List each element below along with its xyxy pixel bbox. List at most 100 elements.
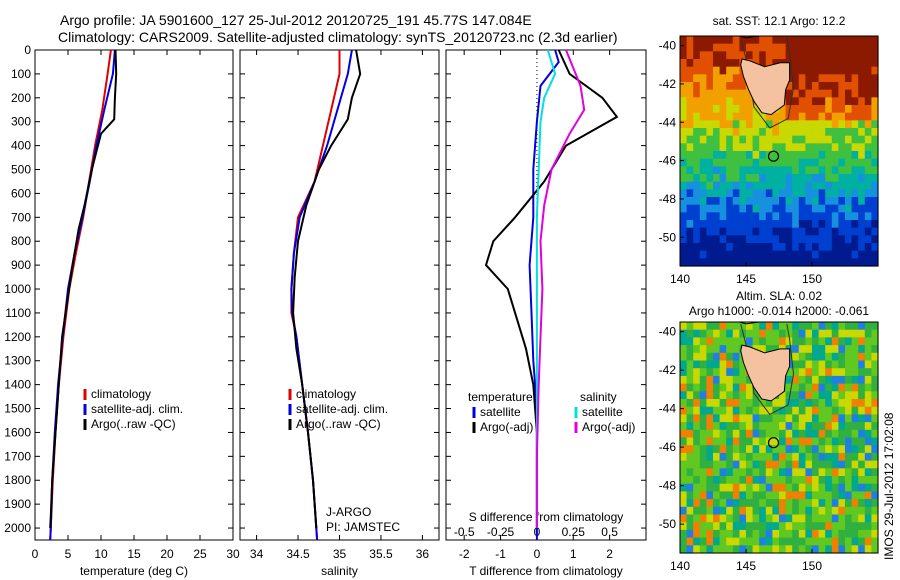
map-cell bbox=[759, 243, 767, 252]
map-cell bbox=[825, 414, 833, 423]
map-cell bbox=[680, 174, 688, 183]
map-cell bbox=[739, 452, 747, 462]
map-cell bbox=[851, 414, 859, 423]
map-cell bbox=[752, 258, 760, 267]
map-cell bbox=[779, 399, 787, 408]
map-cell bbox=[706, 322, 714, 331]
map-cell bbox=[798, 43, 806, 52]
map-cell bbox=[719, 120, 727, 129]
map-cell bbox=[871, 522, 879, 531]
legend-label: satellite bbox=[582, 405, 623, 419]
map-cell bbox=[871, 529, 879, 539]
map-cell bbox=[719, 375, 727, 385]
map-cell bbox=[680, 189, 688, 198]
map-cell bbox=[746, 243, 754, 252]
map-cell bbox=[779, 422, 787, 431]
map-cell bbox=[752, 135, 760, 144]
legend-group-title: salinity bbox=[580, 390, 617, 404]
map-cell bbox=[831, 220, 839, 229]
map-cell bbox=[858, 43, 866, 52]
map-cell bbox=[719, 143, 727, 152]
map-cell bbox=[719, 499, 727, 508]
map-cell bbox=[719, 212, 727, 221]
map-cell bbox=[785, 491, 793, 500]
map-cell bbox=[693, 337, 701, 346]
map-cell bbox=[713, 529, 721, 539]
map-cell bbox=[805, 406, 813, 415]
map-cell bbox=[699, 375, 707, 385]
map-cell bbox=[818, 36, 826, 45]
map-cell bbox=[798, 529, 806, 539]
map-cell bbox=[831, 368, 839, 377]
map-cell bbox=[693, 97, 701, 106]
map-cell bbox=[719, 258, 727, 267]
map-cell bbox=[739, 82, 747, 91]
map-cell bbox=[851, 529, 859, 539]
map-cell bbox=[831, 112, 839, 121]
lat-tick-label: -46 bbox=[659, 154, 677, 168]
map-cell bbox=[805, 59, 813, 68]
map-cell bbox=[798, 537, 806, 546]
map-cell bbox=[726, 89, 734, 98]
map-cell bbox=[798, 143, 806, 152]
map-cell bbox=[851, 97, 859, 106]
map-cell bbox=[851, 89, 859, 98]
map-cell bbox=[864, 537, 872, 546]
map-cell bbox=[693, 399, 701, 408]
map-cell bbox=[851, 483, 859, 492]
map-cell bbox=[765, 143, 773, 152]
map-cell bbox=[845, 414, 853, 423]
map-cell bbox=[772, 437, 780, 446]
map-cell bbox=[858, 406, 866, 415]
map-cell bbox=[719, 197, 727, 206]
map-cell bbox=[838, 514, 846, 523]
map-cell bbox=[845, 250, 853, 259]
map-cell bbox=[759, 135, 767, 144]
map-cell bbox=[680, 368, 688, 377]
map-cell bbox=[693, 476, 701, 485]
map-cell bbox=[792, 506, 800, 516]
map-cell bbox=[805, 352, 813, 362]
map-cell bbox=[719, 468, 727, 477]
map-cell bbox=[831, 212, 839, 221]
map-cell bbox=[752, 414, 760, 423]
map-cell bbox=[693, 352, 701, 362]
map-cell bbox=[772, 235, 780, 244]
map-cell bbox=[792, 468, 800, 477]
map-cell bbox=[845, 322, 853, 331]
map-cell bbox=[719, 529, 727, 539]
map-cell bbox=[732, 352, 740, 362]
map-cell bbox=[818, 522, 826, 531]
legend-label: climatology bbox=[91, 387, 151, 401]
map-cell bbox=[864, 476, 872, 485]
map-cell bbox=[805, 360, 813, 369]
map-cell bbox=[726, 120, 734, 129]
map-cell bbox=[805, 250, 813, 259]
map-cell bbox=[772, 499, 780, 508]
map-cell bbox=[825, 514, 833, 523]
map-cell bbox=[759, 227, 767, 236]
legend-label: satellite-adj. clim. bbox=[91, 402, 183, 416]
map-cell bbox=[746, 483, 754, 492]
map-cell bbox=[792, 529, 800, 539]
map-cell bbox=[752, 43, 760, 52]
map-cell bbox=[812, 166, 820, 175]
map-cell bbox=[858, 545, 866, 554]
map-cell bbox=[831, 476, 839, 485]
map-cell bbox=[858, 74, 866, 83]
map-cell bbox=[812, 235, 820, 244]
lon-tick-label: 140 bbox=[670, 272, 690, 286]
map-cell bbox=[851, 258, 859, 267]
map-cell bbox=[680, 391, 688, 400]
map-cell bbox=[858, 181, 866, 190]
map-cell bbox=[798, 66, 806, 75]
map-cell bbox=[765, 529, 773, 539]
map-cell bbox=[779, 545, 787, 554]
map-cell bbox=[864, 460, 872, 469]
map-cell bbox=[812, 483, 820, 492]
map-cell bbox=[699, 322, 707, 331]
map-cell bbox=[858, 422, 866, 431]
map-cell bbox=[686, 383, 694, 392]
map-cell bbox=[752, 322, 760, 331]
map-cell bbox=[858, 143, 866, 152]
